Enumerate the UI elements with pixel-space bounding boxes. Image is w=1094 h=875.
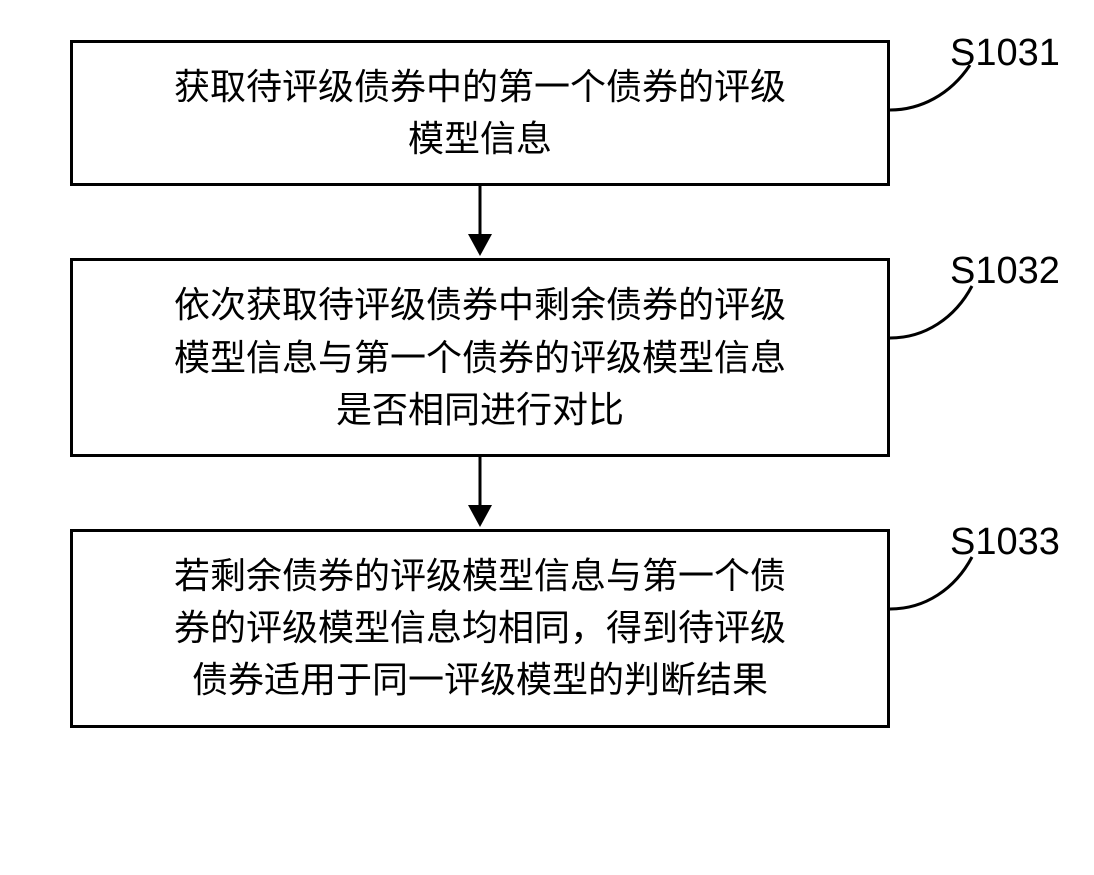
step-1-box: 获取待评级债券中的第一个债券的评级 模型信息 [70, 40, 890, 186]
step-2-line1: 依次获取待评级债券中剩余债券的评级 [174, 285, 786, 325]
arrow-1-svg [455, 186, 505, 258]
step-3-box: 若剩余债券的评级模型信息与第一个债 券的评级模型信息均相同，得到待评级 债券适用… [70, 529, 890, 728]
step-3-line1: 若剩余债券的评级模型信息与第一个债 [174, 556, 786, 596]
step-2-label: S1032 [950, 250, 1060, 293]
step-3-line2: 券的评级模型信息均相同，得到待评级 [174, 608, 786, 648]
step-2-container: S1032 依次获取待评级债券中剩余债券的评级 模型信息与第一个债券的评级模型信… [50, 258, 1044, 457]
step-3-label: S1033 [950, 521, 1060, 564]
step-2-box: 依次获取待评级债券中剩余债券的评级 模型信息与第一个债券的评级模型信息 是否相同… [70, 258, 890, 457]
arrow-1-wrap [70, 186, 890, 258]
step-1-text: 获取待评级债券中的第一个债券的评级 模型信息 [103, 61, 857, 165]
connector-3-path [890, 557, 972, 609]
step-3-container: S1033 若剩余债券的评级模型信息与第一个债 券的评级模型信息均相同，得到待评… [50, 529, 1044, 728]
arrow-2-wrap [70, 457, 890, 529]
connector-2-path [890, 286, 972, 338]
arrow-2-head [468, 505, 492, 527]
step-1-label: S1031 [950, 32, 1060, 75]
step-1-container: S1031 获取待评级债券中的第一个债券的评级 模型信息 [50, 40, 1044, 186]
step-2-line2: 模型信息与第一个债券的评级模型信息 [174, 338, 786, 378]
step-1-line1: 获取待评级债券中的第一个债券的评级 [174, 67, 786, 107]
arrow-2-svg [455, 457, 505, 529]
arrow-1-head [468, 234, 492, 256]
step-2-text: 依次获取待评级债券中剩余债券的评级 模型信息与第一个债券的评级模型信息 是否相同… [103, 279, 857, 436]
step-3-line3: 债券适用于同一评级模型的判断结果 [192, 660, 768, 700]
flowchart-container: S1031 获取待评级债券中的第一个债券的评级 模型信息 S1032 依次获取待… [50, 40, 1044, 728]
step-2-line3: 是否相同进行对比 [336, 390, 624, 430]
step-1-line2: 模型信息 [408, 119, 552, 159]
step-3-text: 若剩余债券的评级模型信息与第一个债 券的评级模型信息均相同，得到待评级 债券适用… [103, 550, 857, 707]
